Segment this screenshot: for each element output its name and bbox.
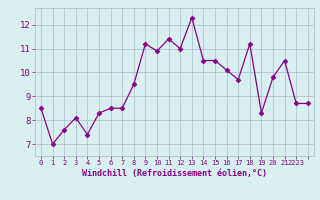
X-axis label: Windchill (Refroidissement éolien,°C): Windchill (Refroidissement éolien,°C) (82, 169, 267, 178)
